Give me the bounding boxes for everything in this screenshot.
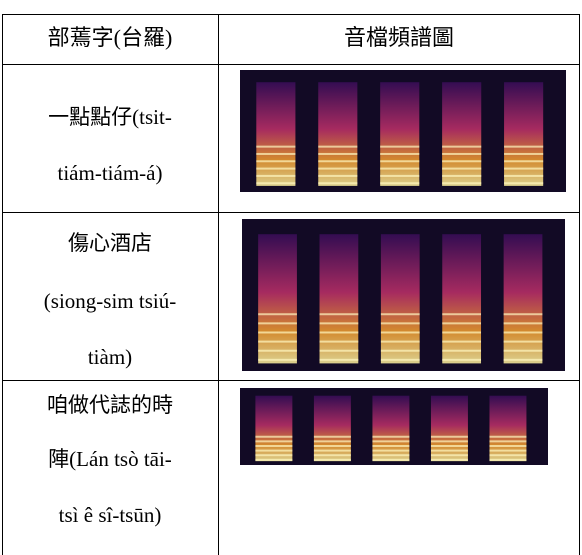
header-cell: 部蔫字(台羅) xyxy=(47,25,173,50)
cell-text: tsì ê sî-tsūn) xyxy=(58,503,162,527)
border xyxy=(2,380,580,381)
border xyxy=(2,212,580,213)
spectrogram xyxy=(240,70,566,192)
border xyxy=(2,64,580,65)
cell-text: tiàm) xyxy=(87,345,133,369)
border xyxy=(2,14,580,15)
cell-text: 陣(Lán tsò tāi- xyxy=(48,447,172,471)
spectrogram xyxy=(240,388,548,465)
cell-text: 傷心酒店 xyxy=(68,231,152,255)
border xyxy=(579,14,580,555)
border xyxy=(2,14,3,555)
border xyxy=(218,14,219,555)
cell-text: 咱做代誌的時 xyxy=(47,393,173,417)
cell-text: tiám-tiám-á) xyxy=(57,161,163,185)
cell-text: (siong-sim tsiú- xyxy=(43,289,177,313)
cell-text: 一點點仔(tsit- xyxy=(48,105,172,129)
header-cell: 音檔頻譜圖 xyxy=(343,25,454,50)
spectrogram xyxy=(242,219,565,371)
